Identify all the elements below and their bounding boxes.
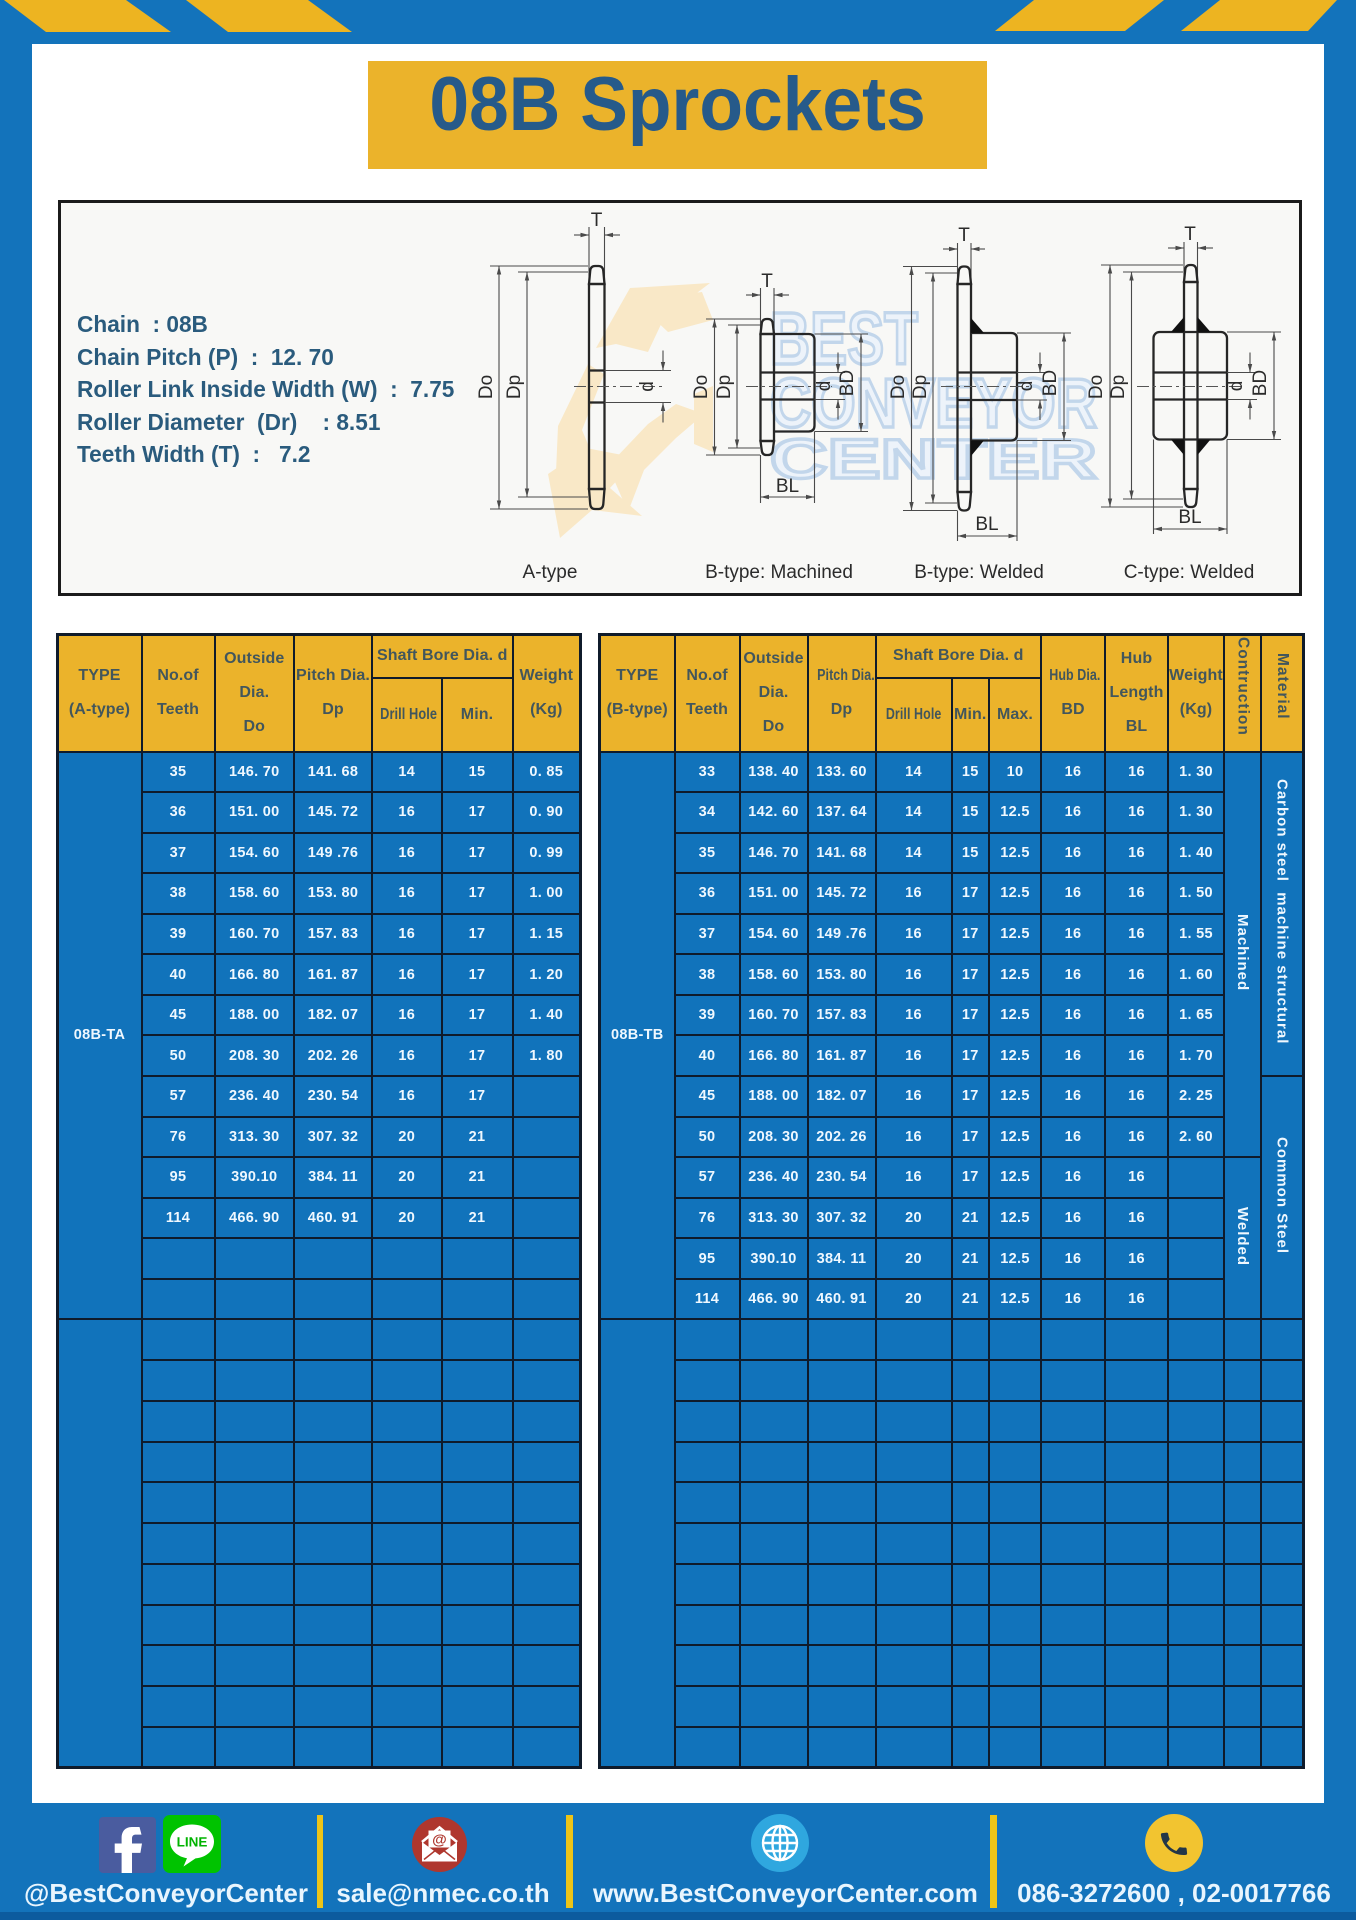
svg-text:d: d: [814, 381, 835, 392]
svg-text:d: d: [1226, 381, 1247, 392]
svg-text:Do: Do: [1086, 375, 1107, 399]
svg-text:BEST: BEST: [770, 297, 918, 380]
svg-text:T: T: [1184, 224, 1196, 245]
svg-text:@: @: [432, 1832, 447, 1849]
svg-text:d: d: [637, 381, 658, 392]
svg-text:Do: Do: [691, 375, 712, 399]
svg-text:Do: Do: [476, 375, 497, 399]
svg-text:LINE: LINE: [177, 1835, 208, 1850]
svg-text:BL: BL: [776, 476, 799, 497]
svg-text:Dp: Dp: [910, 375, 931, 399]
svg-text:B-type: Welded: B-type: Welded: [914, 562, 1044, 583]
svg-text:T: T: [761, 271, 773, 292]
svg-text:BL: BL: [975, 514, 998, 535]
svg-text:BD: BD: [837, 370, 858, 396]
svg-text:BL: BL: [1178, 507, 1201, 528]
svg-text:A-type: A-type: [523, 562, 578, 583]
svg-text:Dp: Dp: [1108, 375, 1129, 399]
svg-text:Dp: Dp: [714, 375, 735, 399]
svg-text:d: d: [1016, 381, 1037, 392]
svg-text:C-type: Welded: C-type: Welded: [1124, 562, 1255, 583]
svg-text:B-type: Machined: B-type: Machined: [705, 562, 853, 583]
svg-text:Do: Do: [888, 375, 909, 399]
svg-text:Dp: Dp: [504, 375, 525, 399]
svg-text:BD: BD: [1250, 370, 1271, 396]
svg-text:T: T: [958, 225, 970, 246]
svg-text:BD: BD: [1040, 370, 1061, 396]
svg-text:T: T: [591, 210, 603, 231]
